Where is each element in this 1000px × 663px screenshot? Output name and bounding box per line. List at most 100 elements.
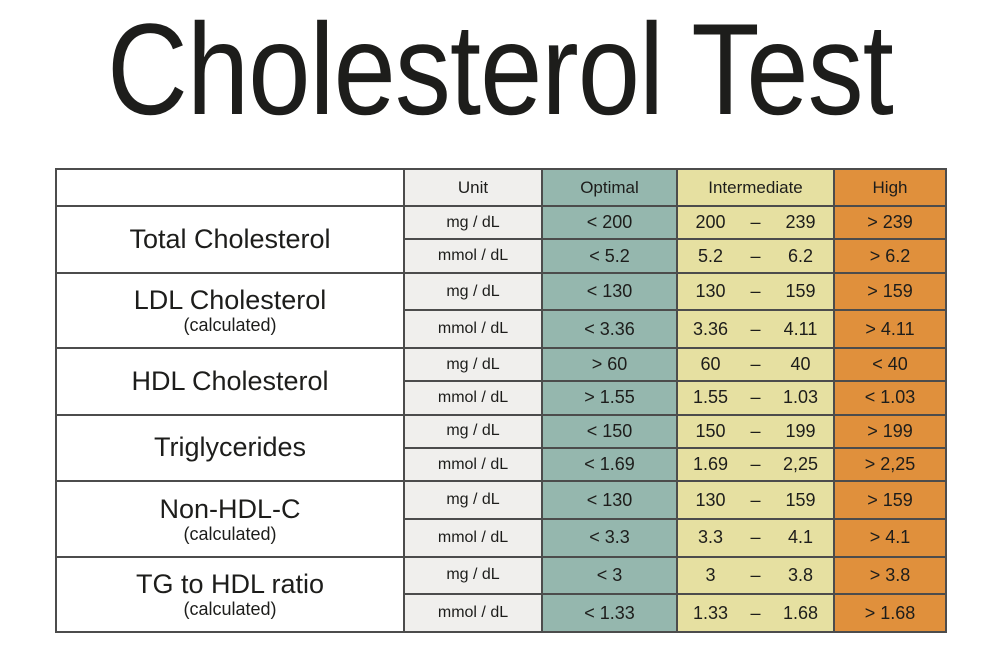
range-low-value: 3.36	[692, 318, 729, 339]
table-row: Triglycerides mg / dL < 150 150 – 199 > 199	[55, 413, 947, 483]
header-name-blank	[55, 168, 405, 207]
cholesterol-table: Unit Optimal Intermediate High Total Cho…	[55, 168, 947, 634]
table-row: TG to HDL ratio (calculated) mg / dL < 3 3–3…	[55, 555, 947, 634]
intermediate-range: 3.36– 4.11	[679, 318, 832, 340]
high-value-cell: > 2,25	[833, 446, 947, 483]
range-dash: –	[750, 245, 761, 266]
range-high-value: 239	[785, 212, 816, 233]
intermediate-value-cell: 1.69–2,25	[676, 446, 835, 483]
table-row: LDL Cholesterol (calculated) mg / dL < 130 1…	[55, 271, 947, 349]
metric-name-cell: Non-HDL-C (calculated)	[55, 480, 405, 558]
intermediate-range: 150 – 199	[679, 420, 832, 442]
table-row: mmol / dL > 1.55 1.55–1.03 < 1.03	[56, 380, 947, 416]
intermediate-range: 200 – 239	[679, 212, 832, 233]
page-title: Cholesterol Test	[107, 0, 894, 142]
unit-cell: mg / dL	[403, 271, 543, 312]
intermediate-value-cell: 150 – 199	[676, 413, 835, 450]
range-low-value: 60	[700, 354, 721, 375]
range-dash: –	[750, 420, 761, 441]
intermediate-range: 3 – 3.8	[679, 564, 832, 586]
intermediate-range: 1.55–1.03	[679, 387, 832, 408]
metric-name-cell: HDL Cholesterol	[55, 346, 405, 416]
metric-label: HDL Cholesterol	[131, 365, 329, 396]
table-row: mmol / dL < 1.69 1.69–2,25 > 2,25	[56, 446, 947, 483]
range-dash: –	[750, 489, 761, 510]
range-high-value: 3.8	[787, 564, 814, 585]
intermediate-value-cell: 130 – 159	[676, 271, 835, 312]
optimal-value-cell: < 3.3	[541, 517, 678, 558]
table-row: Total Cholesterol mg / dL < 200 200 – 239 > 23…	[55, 204, 947, 274]
range-high-value: 1.03	[782, 387, 819, 408]
unit-cell: mg / dL	[403, 204, 543, 241]
range-high-value: 1.68	[782, 602, 819, 623]
unit-cell: mmol / dL	[403, 593, 543, 633]
unit-cell: mmol / dL	[403, 238, 543, 274]
table-row: mmol / dL < 1.33 1.33–1.68 > 1.68	[56, 593, 947, 633]
range-low-value: 200	[695, 212, 726, 233]
header-unit: Unit	[403, 168, 543, 207]
intermediate-value-cell: 3.3 – 4.1	[676, 517, 835, 558]
high-value-cell: > 159	[833, 480, 947, 520]
range-dash: –	[750, 354, 761, 375]
metric-label: Triglycerides	[153, 432, 307, 463]
optimal-value-cell: < 150	[541, 413, 678, 450]
optimal-value-cell: < 5.2	[541, 238, 678, 274]
unit-cell: mmol / dL	[403, 309, 543, 349]
range-low-value: 3.3	[697, 527, 724, 548]
unit-cell: mmol / dL	[403, 380, 543, 416]
range-dash: –	[750, 564, 761, 585]
optimal-value-cell: < 1.33	[541, 593, 678, 633]
unit-cell: mmol / dL	[403, 517, 543, 558]
unit-cell: mg / dL	[403, 480, 543, 520]
table-row: mmol / dL < 3.36 3.36– 4.11 > 4.11	[56, 309, 947, 349]
metric-name-cell: Triglycerides	[55, 413, 405, 483]
table-row: mmol / dL < 5.2 5.2 – 6.2 > 6.2	[56, 238, 947, 274]
optimal-value-cell: > 60	[541, 346, 678, 383]
metric-name-cell: TG to HDL ratio (calculated)	[55, 555, 405, 634]
intermediate-range: 1.33–1.68	[679, 602, 832, 624]
range-high-value: 199	[785, 420, 816, 441]
range-low-value: 5.2	[697, 245, 724, 266]
range-dash: –	[750, 212, 761, 233]
range-low-value: 1.33	[692, 602, 729, 623]
high-value-cell: < 1.03	[833, 380, 947, 416]
optimal-value-cell: < 200	[541, 204, 678, 241]
range-high-value: 159	[785, 281, 816, 301]
metric-label: Non-HDL-C	[159, 494, 301, 525]
unit-cell: mg / dL	[403, 555, 543, 596]
range-dash: –	[750, 318, 761, 339]
intermediate-value-cell: 1.55–1.03	[676, 380, 835, 416]
optimal-value-cell: < 3.36	[541, 309, 678, 349]
unit-cell: mg / dL	[403, 346, 543, 383]
range-high-value: 4.11	[783, 318, 818, 339]
metric-label: LDL Cholesterol	[133, 285, 327, 316]
range-high-value: 2,25	[782, 454, 819, 475]
intermediate-value-cell: 3 – 3.8	[676, 555, 835, 596]
header-high: High	[833, 168, 947, 207]
high-value-cell: > 1.68	[833, 593, 947, 633]
high-value-cell: > 159	[833, 271, 947, 312]
metric-label: Total Cholesterol	[129, 223, 331, 254]
metric-note: (calculated)	[183, 315, 277, 336]
table-row: HDL Cholesterol mg / dL > 60 60 – 40 < 40	[55, 346, 947, 416]
range-low-value: 150	[695, 420, 726, 441]
range-high-value: 40	[790, 354, 811, 375]
high-value-cell: > 3.8	[833, 555, 947, 596]
intermediate-value-cell: 5.2 – 6.2	[676, 238, 835, 274]
range-low-value: 3	[705, 564, 716, 585]
metric-name-cell: LDL Cholesterol (calculated)	[55, 271, 405, 349]
range-dash: –	[750, 527, 761, 548]
range-low-value: 1.55	[692, 387, 729, 408]
table-row: Non-HDL-C (calculated) mg / dL < 130 130–159…	[55, 480, 947, 558]
intermediate-range: 3.3 – 4.1	[679, 527, 832, 548]
metric-label: TG to HDL ratio	[135, 569, 325, 600]
unit-cell: mmol / dL	[403, 446, 543, 483]
header-intermediate: Intermediate	[676, 168, 835, 207]
intermediate-value-cell: 200 – 239	[676, 204, 835, 241]
intermediate-value-cell: 3.36– 4.11	[676, 309, 835, 349]
header-optimal: Optimal	[541, 168, 678, 207]
high-value-cell: > 239	[833, 204, 947, 241]
high-value-cell: > 6.2	[833, 238, 947, 274]
unit-cell: mg / dL	[403, 413, 543, 450]
intermediate-value-cell: 130 – 159	[676, 480, 835, 520]
